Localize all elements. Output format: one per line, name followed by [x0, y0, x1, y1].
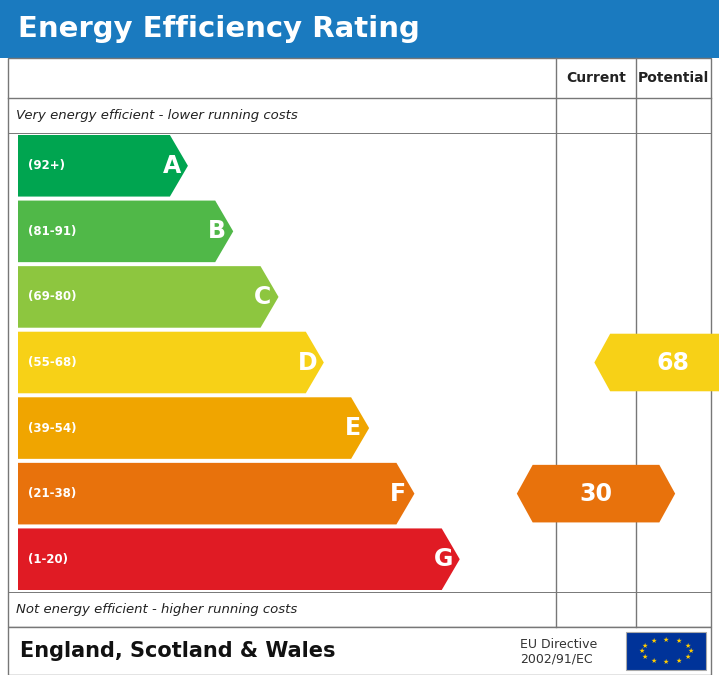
Text: B: B: [209, 219, 226, 244]
Text: ★: ★: [675, 657, 682, 664]
Text: E: E: [345, 416, 361, 440]
Text: Not energy efficient - higher running costs: Not energy efficient - higher running co…: [16, 603, 297, 616]
Text: 68: 68: [657, 350, 690, 375]
Text: England, Scotland & Wales: England, Scotland & Wales: [20, 641, 336, 661]
Text: A: A: [162, 154, 181, 178]
Polygon shape: [595, 333, 719, 391]
Text: ★: ★: [663, 659, 669, 665]
Polygon shape: [18, 200, 233, 262]
Text: (81-91): (81-91): [28, 225, 76, 238]
Text: G: G: [434, 547, 454, 571]
Bar: [8, 58, 711, 627]
Text: ★: ★: [684, 653, 691, 659]
Polygon shape: [18, 135, 188, 196]
Bar: [0, 0, 719, 58]
Text: (69-80): (69-80): [28, 290, 76, 304]
Polygon shape: [18, 529, 459, 590]
Text: Energy Efficiency Rating: Energy Efficiency Rating: [18, 15, 420, 43]
Text: ★: ★: [638, 648, 644, 654]
Text: ★: ★: [687, 648, 694, 654]
Text: ★: ★: [675, 639, 682, 645]
Bar: [8, 627, 711, 675]
Text: D: D: [298, 350, 318, 375]
Text: (92+): (92+): [28, 159, 65, 172]
Text: ★: ★: [651, 639, 656, 645]
Text: (1-20): (1-20): [28, 553, 68, 566]
Polygon shape: [18, 331, 324, 394]
Text: Potential: Potential: [638, 71, 709, 85]
Text: F: F: [390, 482, 406, 506]
Text: (21-38): (21-38): [28, 487, 76, 500]
Polygon shape: [18, 398, 369, 459]
Text: ★: ★: [663, 637, 669, 643]
Polygon shape: [18, 463, 414, 524]
Text: ★: ★: [651, 657, 656, 664]
Text: EU Directive: EU Directive: [520, 639, 597, 651]
Text: 30: 30: [580, 482, 613, 506]
Polygon shape: [517, 465, 675, 522]
Text: ★: ★: [641, 653, 648, 659]
Text: (39-54): (39-54): [28, 422, 76, 435]
Text: (55-68): (55-68): [28, 356, 77, 369]
Text: ★: ★: [684, 643, 691, 649]
Bar: [626, 632, 706, 670]
Text: Current: Current: [566, 71, 626, 85]
Text: C: C: [254, 285, 271, 309]
Text: ★: ★: [641, 643, 648, 649]
Text: Very energy efficient - lower running costs: Very energy efficient - lower running co…: [16, 109, 298, 122]
Polygon shape: [18, 266, 278, 328]
Text: 2002/91/EC: 2002/91/EC: [520, 653, 592, 666]
